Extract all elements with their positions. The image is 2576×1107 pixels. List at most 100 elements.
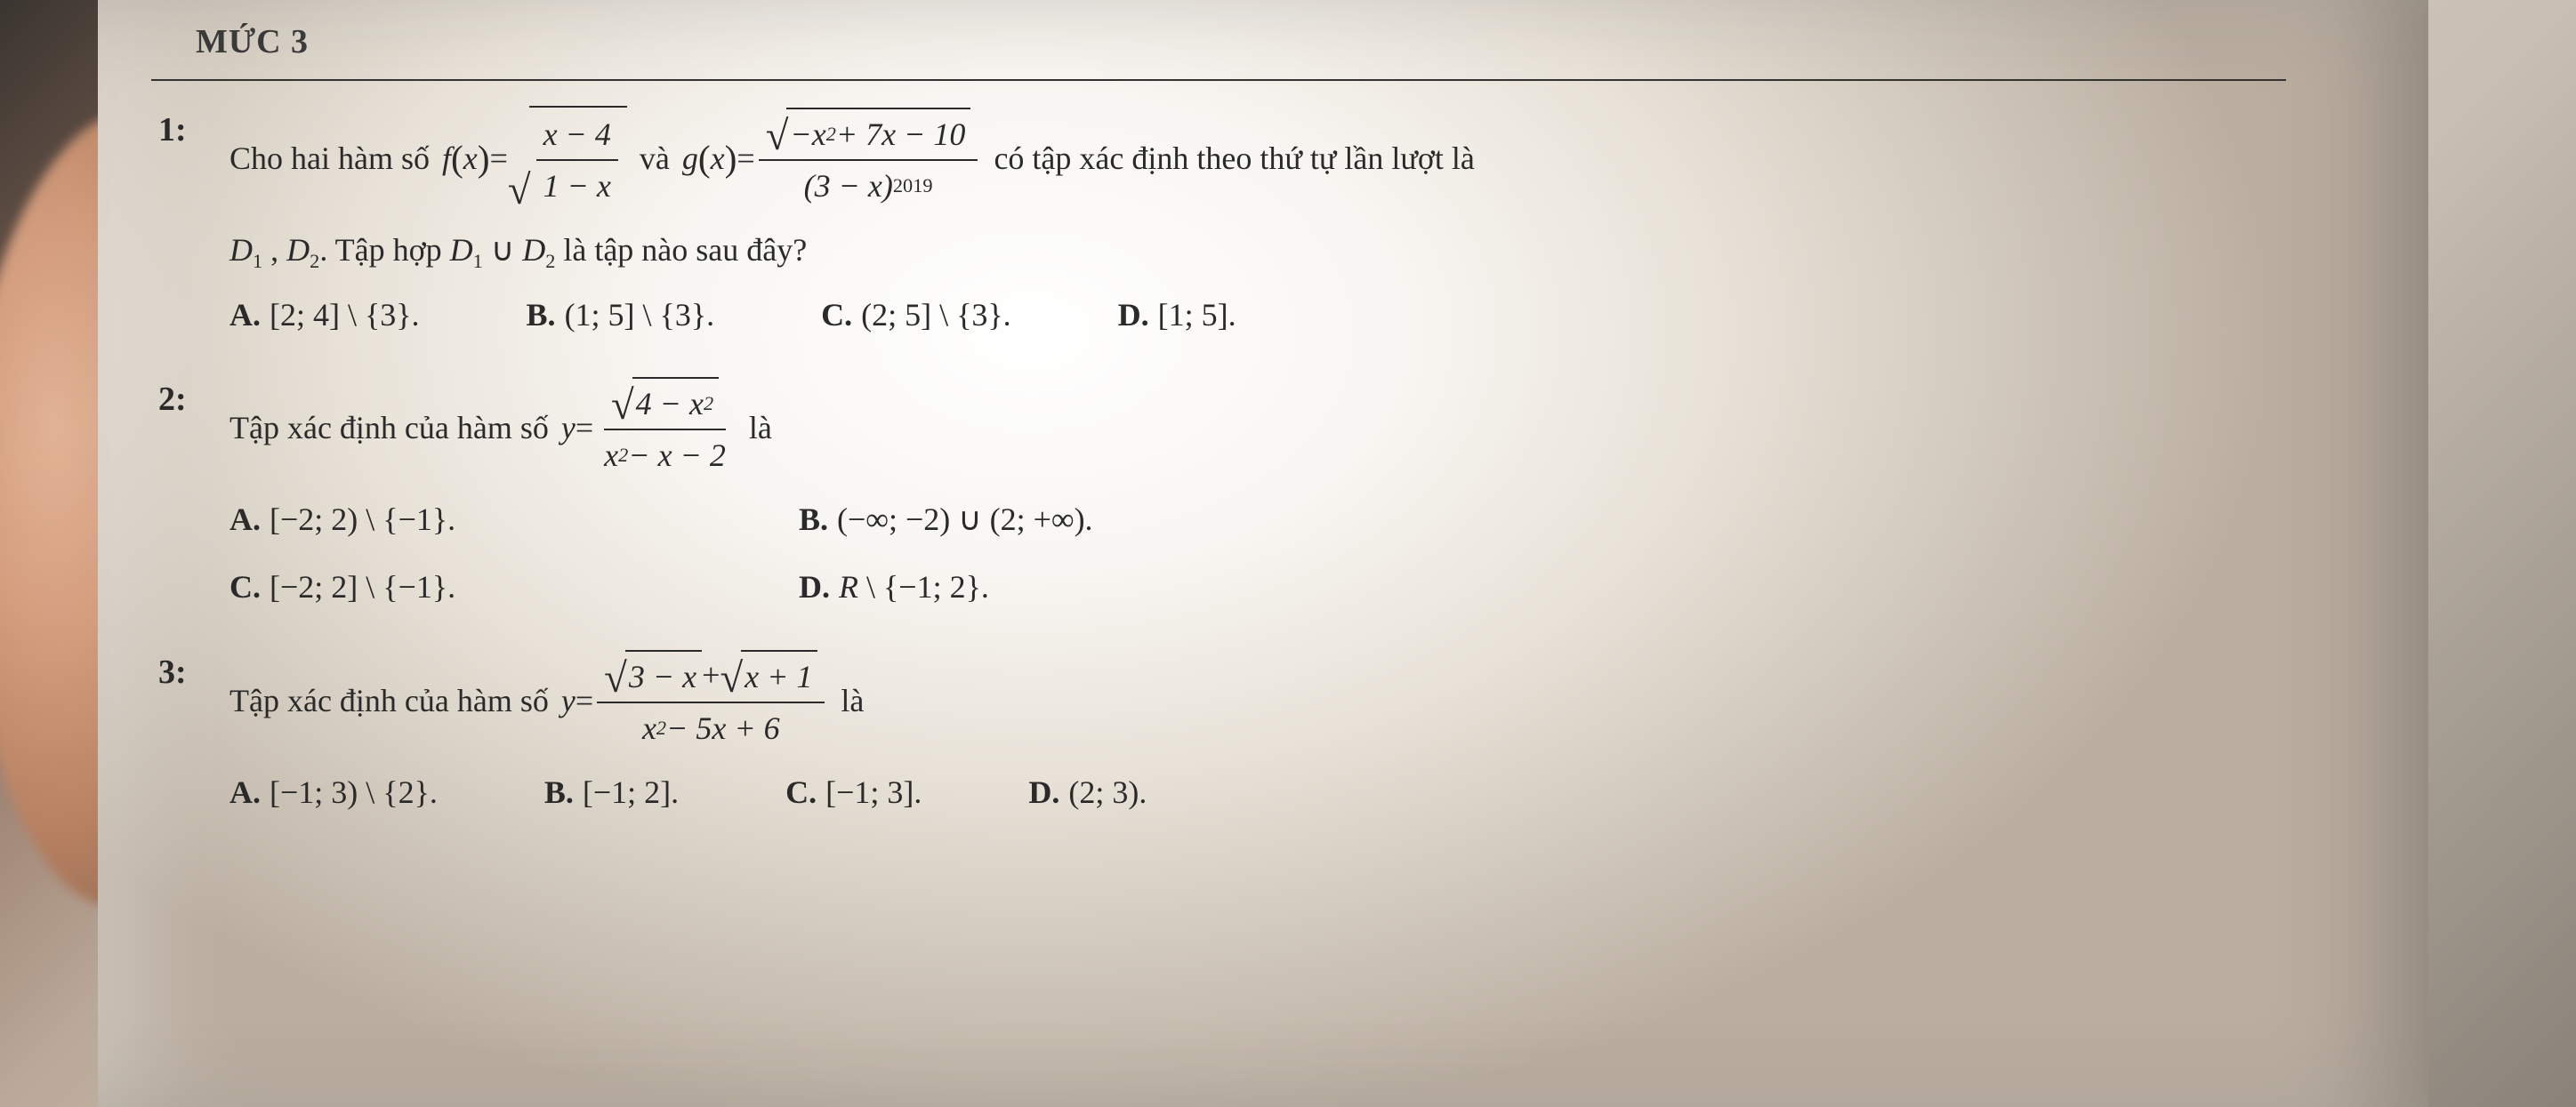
q3-den-rest: − 5x + 6 bbox=[666, 705, 780, 751]
d1-pre: D bbox=[229, 232, 253, 268]
q1-end: là tập nào sau đây? bbox=[555, 232, 807, 268]
paper-sheet: MỨC 3 1: Cho hai hàm số f ( x ) = √ bbox=[98, 0, 2428, 1107]
q1-g-arg: x bbox=[711, 135, 725, 181]
d1u-pre: D bbox=[450, 232, 473, 268]
d1-sub: 1 bbox=[253, 251, 262, 273]
q1-number: 1: bbox=[158, 106, 201, 155]
q3-answers: A. [−1; 3) \ {2}. B. [−1; 2]. C. [−1; 3]… bbox=[229, 769, 2286, 815]
q1-line2: D1 , D2. Tập hợp D1 ∪ D2 là tập nào sau … bbox=[229, 227, 2286, 273]
d2-sub: 2 bbox=[310, 251, 319, 273]
q2-d-R: R bbox=[839, 569, 858, 605]
q3-den-pre: x bbox=[642, 705, 656, 751]
d2u-pre: D bbox=[522, 232, 545, 268]
q1-row: 1: Cho hai hàm số f ( x ) = √ bbox=[158, 106, 2286, 211]
answer-c: C. (2; 5] \ {3}. bbox=[821, 292, 1011, 338]
rparen-icon: ) bbox=[725, 132, 737, 185]
q1-gx: g ( x ) = √ −x2 + 7x − 10 bbox=[682, 106, 982, 211]
union-icon: ∪ bbox=[483, 232, 522, 268]
section-header: MỨC 3 bbox=[151, 18, 2286, 67]
answer-c: C. [−1; 3]. bbox=[785, 769, 922, 815]
q3-lead: Tập xác định của hàm số bbox=[229, 678, 549, 724]
answer-value: (2; 3). bbox=[1068, 769, 1147, 815]
frac-num: x − 4 bbox=[536, 109, 618, 161]
eq-sign: = bbox=[576, 678, 593, 724]
answer-d: D. R \ {−1; 2}. bbox=[799, 564, 2286, 610]
answer-b: B. (−∞; −2) ∪ (2; +∞). bbox=[799, 496, 2286, 542]
fraction: √ −x2 + 7x − 10 (3 − x)2019 bbox=[759, 106, 978, 211]
q3-formula: y = √ 3 − x + √ x + bbox=[561, 648, 829, 753]
q2-lead: Tập xác định của hàm số bbox=[229, 405, 549, 451]
q1-tail: có tập xác định theo thứ tự lần lượt là bbox=[994, 135, 1474, 181]
radical-icon: √ bbox=[508, 170, 531, 212]
answer-label: A. bbox=[229, 292, 261, 338]
q3-y: y bbox=[561, 678, 576, 724]
g-num-pre: −x bbox=[790, 111, 825, 157]
sqrt-body: 4 − x2 bbox=[632, 377, 719, 427]
q2-text: Tập xác định của hàm số y = √ 4 − x2 bbox=[229, 375, 772, 480]
answer-d: D. (2; 3). bbox=[1028, 769, 1147, 815]
answer-label: D. bbox=[1118, 292, 1149, 338]
g-den-base: (3 − x) bbox=[804, 163, 893, 209]
answer-d: D. [1; 5]. bbox=[1118, 292, 1236, 338]
q3-tail: là bbox=[841, 678, 864, 724]
answer-value: (1; 5] \ {3}. bbox=[565, 292, 715, 338]
answer-value: [2; 4] \ {3}. bbox=[270, 292, 420, 338]
q2-y: y bbox=[561, 405, 576, 451]
frac-den: x2 − 5x + 6 bbox=[635, 703, 787, 753]
answer-value: (2; 5] \ {3}. bbox=[861, 292, 1011, 338]
rparen-icon: ) bbox=[478, 132, 490, 185]
frac-num: √ 4 − x2 bbox=[604, 375, 726, 430]
radical-icon: √ bbox=[766, 116, 789, 157]
horizontal-rule bbox=[151, 79, 2286, 81]
d2-pre: D bbox=[286, 232, 310, 268]
eq-sign: = bbox=[576, 405, 593, 451]
q2-d-rest: \ {−1; 2}. bbox=[858, 569, 989, 605]
q2-row: 2: Tập xác định của hàm số y = √ 4 − x2 bbox=[158, 375, 2286, 480]
answer-label: B. bbox=[544, 769, 574, 815]
answer-label: D. bbox=[1028, 769, 1059, 815]
q2-den-rest: − x − 2 bbox=[628, 432, 726, 478]
answer-a: A. [−2; 2) \ {−1}. bbox=[229, 496, 692, 542]
q2-formula: y = √ 4 − x2 bbox=[561, 375, 737, 480]
q1-mid: . Tập hợp bbox=[319, 232, 449, 268]
radical-icon: √ bbox=[720, 658, 743, 700]
frac-den: x2 − x − 2 bbox=[597, 430, 733, 480]
eq-sign: = bbox=[737, 135, 754, 181]
q1-g-label: g bbox=[682, 135, 698, 181]
answer-b: B. (1; 5] \ {3}. bbox=[527, 292, 715, 338]
q1-f-arg: x bbox=[463, 135, 478, 181]
radical-icon: √ bbox=[604, 658, 627, 700]
sqrt-body: x + 1 bbox=[741, 650, 817, 700]
sqrt-body: 3 − x bbox=[625, 650, 702, 700]
q1-text: Cho hai hàm số f ( x ) = √ x − 4 bbox=[229, 106, 1475, 211]
q1-lead: Cho hai hàm số bbox=[229, 135, 430, 181]
question-1: 1: Cho hai hàm số f ( x ) = √ bbox=[151, 106, 2286, 338]
answer-value: [−2; 2] \ {−1}. bbox=[270, 564, 455, 610]
fraction: √ 3 − x + √ x + 1 x2 − 5x + 6 bbox=[597, 648, 825, 753]
answer-value: [−1; 2]. bbox=[583, 769, 679, 815]
sqrt-body: x − 4 1 − x bbox=[529, 106, 627, 211]
answer-value: [1; 5]. bbox=[1158, 292, 1236, 338]
q1-f-label: f bbox=[442, 135, 451, 181]
frac-num: √ 3 − x + √ x + 1 bbox=[597, 648, 825, 703]
answer-a: A. [−1; 3) \ {2}. bbox=[229, 769, 438, 815]
answer-c: C. [−2; 2] \ {−1}. bbox=[229, 564, 692, 610]
q2-tail: là bbox=[749, 405, 772, 451]
answer-value: [−2; 2) \ {−1}. bbox=[270, 496, 455, 542]
d-sep: , bbox=[262, 232, 286, 268]
frac-num: √ −x2 + 7x − 10 bbox=[759, 106, 978, 161]
answer-label: B. bbox=[527, 292, 556, 338]
plus-sign: + bbox=[702, 652, 720, 698]
fraction: x − 4 1 − x bbox=[536, 109, 618, 211]
q3-text: Tập xác định của hàm số y = √ 3 − x + bbox=[229, 648, 864, 753]
sqrt-icon: √ −x2 + 7x − 10 bbox=[766, 108, 971, 157]
d2u-sub: 2 bbox=[545, 251, 555, 273]
fraction: √ 4 − x2 x2 − x − 2 bbox=[597, 375, 733, 480]
sqrt-icon: √ 4 − x2 bbox=[611, 377, 719, 427]
answer-value: [−1; 3]. bbox=[825, 769, 922, 815]
q2-number: 2: bbox=[158, 375, 201, 424]
q1-and: và bbox=[640, 135, 670, 181]
answer-label: C. bbox=[821, 292, 852, 338]
answer-value: R \ {−1; 2}. bbox=[839, 564, 989, 610]
q2-den-pre: x bbox=[604, 432, 618, 478]
